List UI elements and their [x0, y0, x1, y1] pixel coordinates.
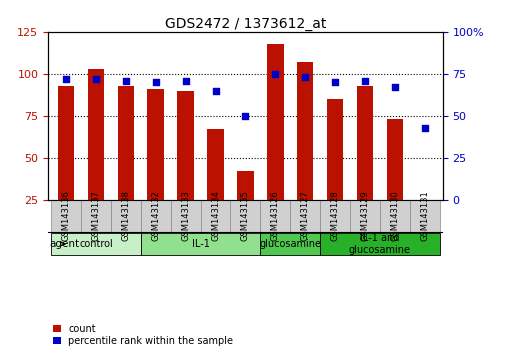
Bar: [117, 86, 134, 200]
Text: control: control: [79, 239, 113, 249]
Text: GSM143135: GSM143135: [240, 190, 249, 241]
Bar: [207, 129, 223, 200]
Text: GSM143126: GSM143126: [270, 190, 279, 241]
Point: [360, 78, 368, 84]
Bar: [87, 69, 104, 200]
Point: [92, 76, 100, 82]
Text: GSM143130: GSM143130: [390, 190, 398, 241]
Bar: [230, 200, 260, 232]
Bar: [51, 233, 140, 255]
Text: IL-1 and
glucosamine: IL-1 and glucosamine: [348, 233, 410, 255]
Bar: [260, 200, 290, 232]
Bar: [81, 200, 111, 232]
Text: GSM143136: GSM143136: [62, 190, 70, 241]
Point: [330, 79, 338, 85]
Bar: [379, 200, 409, 232]
Point: [300, 74, 309, 80]
Point: [390, 85, 398, 90]
Point: [152, 79, 160, 85]
Bar: [260, 233, 320, 255]
Bar: [290, 200, 320, 232]
Bar: [409, 200, 439, 232]
Text: GSM143133: GSM143133: [181, 190, 190, 241]
Text: glucosamine: glucosamine: [259, 239, 321, 249]
Bar: [237, 171, 253, 200]
Bar: [170, 200, 200, 232]
Bar: [386, 119, 402, 200]
Bar: [177, 91, 193, 200]
Bar: [140, 233, 260, 255]
Bar: [326, 99, 343, 200]
Text: GSM143132: GSM143132: [151, 190, 160, 241]
Bar: [267, 44, 283, 200]
Title: GDS2472 / 1373612_at: GDS2472 / 1373612_at: [165, 17, 325, 31]
Bar: [111, 200, 140, 232]
Bar: [147, 89, 164, 200]
Point: [241, 113, 249, 119]
Point: [211, 88, 219, 93]
Bar: [200, 200, 230, 232]
Bar: [320, 233, 439, 255]
Bar: [356, 86, 373, 200]
Text: GSM143134: GSM143134: [211, 190, 220, 241]
Bar: [140, 200, 170, 232]
Text: GSM143127: GSM143127: [300, 190, 309, 241]
Bar: [320, 200, 349, 232]
Text: GSM143138: GSM143138: [121, 190, 130, 241]
Bar: [296, 62, 313, 200]
Text: GSM143129: GSM143129: [360, 190, 369, 241]
Text: GSM143128: GSM143128: [330, 190, 339, 241]
Text: IL-1: IL-1: [191, 239, 209, 249]
Text: agent: agent: [49, 239, 79, 249]
Text: GSM143137: GSM143137: [91, 190, 100, 241]
Text: GSM143131: GSM143131: [420, 190, 428, 241]
Point: [122, 78, 130, 84]
Point: [420, 125, 428, 131]
Legend: count, percentile rank within the sample: count, percentile rank within the sample: [53, 324, 233, 346]
Point: [271, 71, 279, 77]
Bar: [58, 86, 74, 200]
Point: [62, 76, 70, 82]
Bar: [349, 200, 379, 232]
Bar: [51, 200, 81, 232]
Point: [181, 78, 189, 84]
